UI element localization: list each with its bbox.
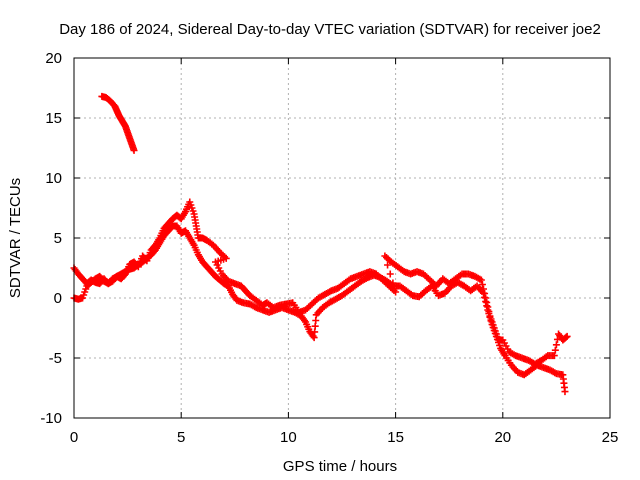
- y-tick-label: -5: [49, 350, 62, 367]
- x-tick-label: 10: [280, 429, 297, 446]
- axis-ticks: 0 5 10 15 20 25 -10 -5 0 5 10 15 20: [40, 50, 618, 446]
- data-point: [486, 313, 494, 321]
- y-tick-label: 20: [45, 50, 62, 67]
- x-tick-label: 25: [602, 429, 619, 446]
- data-point: [309, 332, 317, 340]
- data-point: [478, 281, 486, 288]
- chart-title: Day 186 of 2024, Sidereal Day-to-day VTE…: [59, 21, 601, 38]
- x-tick-label: 20: [494, 429, 511, 446]
- data-point: [300, 317, 308, 324]
- plot-frame: [73, 57, 611, 419]
- data-marks: [70, 92, 571, 396]
- y-axis-label: SDTVAR / TECUs: [7, 178, 24, 298]
- data-point: [482, 298, 490, 306]
- data-point: [483, 302, 491, 310]
- data-point: [487, 317, 495, 325]
- data-point: [384, 261, 392, 269]
- data-point: [562, 333, 570, 341]
- y-tick-label: 0: [54, 290, 62, 307]
- y-tick-label: 15: [45, 110, 62, 127]
- data-point: [484, 306, 492, 314]
- data-point: [481, 293, 489, 301]
- data-point: [477, 276, 485, 284]
- x-tick-label: 15: [387, 429, 404, 446]
- x-axis-label: GPS time / hours: [283, 458, 397, 475]
- data-point: [551, 346, 559, 354]
- x-tick-label: 5: [177, 429, 185, 446]
- data-point: [563, 332, 571, 340]
- y-tick-label: -10: [40, 410, 62, 427]
- data-point: [392, 288, 400, 296]
- data-point: [552, 341, 560, 349]
- y-tick-label: 10: [45, 170, 62, 187]
- data-point: [386, 270, 394, 278]
- y-tick-label: 5: [54, 230, 62, 247]
- x-tick-label: 0: [70, 429, 78, 446]
- data-point: [485, 310, 493, 318]
- data-point: [561, 388, 569, 396]
- data-point: [550, 352, 558, 360]
- data-point: [480, 289, 488, 297]
- data-point: [130, 146, 138, 154]
